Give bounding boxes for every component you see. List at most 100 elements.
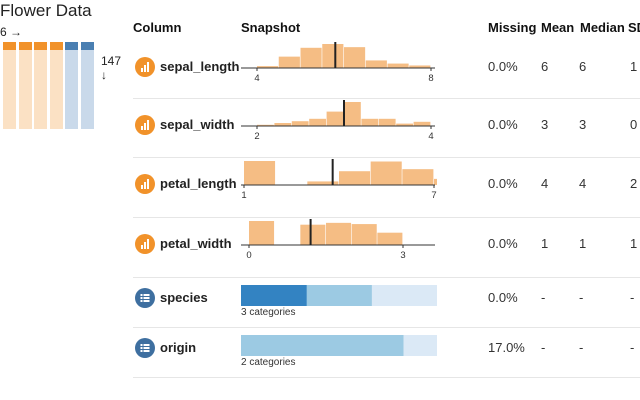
row-count-block: 147 ↓ — [101, 54, 121, 82]
histogram-bar — [396, 123, 413, 126]
histogram-bar — [351, 224, 377, 245]
header-median[interactable]: Median — [580, 20, 625, 35]
header-missing[interactable]: Missing — [488, 20, 537, 35]
histogram-bar — [257, 124, 274, 126]
category-snapshot — [241, 285, 439, 312]
histogram-bar — [402, 169, 434, 185]
variable-missing: 17.0% — [488, 340, 525, 355]
histogram-bar — [409, 65, 431, 68]
variable-row[interactable]: origin 17.0% - - - 2 categories — [133, 327, 640, 378]
header-sd[interactable]: SD — [628, 20, 640, 35]
numeric-type-icon — [135, 174, 155, 194]
variable-median: 1 — [579, 236, 587, 251]
variable-sd: - — [630, 290, 635, 305]
variable-mean: 4 — [541, 176, 549, 191]
axis-tick-label: 2 — [254, 131, 259, 142]
bar-chart-icon — [141, 62, 149, 72]
histogram-bar — [278, 56, 300, 68]
variable-sd: 1 — [630, 59, 638, 74]
column-type-cap — [18, 42, 32, 50]
axis-tick-label: 4 — [254, 73, 259, 84]
axis-tick-label: 3 — [400, 250, 405, 261]
histogram-bar — [322, 44, 344, 68]
histogram-bar — [326, 222, 352, 245]
variable-row[interactable]: petal_length 0.0% 4 4 2 1 7 — [133, 157, 640, 218]
histogram-bar — [326, 111, 344, 126]
column-type-bar — [49, 42, 63, 129]
variable-missing: 0.0% — [488, 236, 518, 251]
category-bar — [241, 335, 437, 356]
histogram-bar — [413, 121, 431, 126]
column-type-bar — [34, 42, 47, 129]
column-type-cap — [80, 42, 94, 50]
variable-missing: 0.0% — [488, 176, 518, 191]
histogram-bar — [434, 178, 466, 185]
histogram-bar — [291, 121, 309, 126]
histogram-bar — [274, 123, 292, 126]
category-count-label: 3 categories — [241, 307, 296, 318]
header-snapshot[interactable]: Snapshot — [241, 20, 301, 35]
category-segment — [241, 335, 404, 356]
dataset-title: Flower Data — [0, 1, 92, 20]
column-type-bar — [65, 42, 78, 129]
histogram-bar — [370, 161, 402, 185]
numeric-type-icon — [135, 115, 155, 135]
histogram-bar — [307, 181, 339, 185]
variable-mean: 1 — [541, 236, 549, 251]
categorical-type-icon — [135, 288, 155, 308]
variable-row[interactable]: petal_width 0.0% 1 1 1 0 3 — [133, 217, 640, 278]
category-segment — [241, 285, 307, 306]
axis-tick-label: 8 — [428, 73, 433, 84]
variable-row[interactable]: sepal_width 0.0% 3 3 0 2 4 — [133, 98, 640, 158]
axis-tick-label: 4 — [428, 131, 433, 142]
axis-tick-label: 1 — [241, 190, 246, 201]
column-type-bar — [18, 42, 32, 129]
histogram-bar — [309, 118, 326, 126]
variable-mean: - — [541, 340, 546, 355]
category-snapshot — [241, 335, 439, 362]
variable-sd: 0 — [630, 117, 638, 132]
column-type-cap — [49, 42, 63, 50]
variable-name: petal_width — [160, 236, 232, 251]
category-bar — [241, 285, 437, 306]
header-column[interactable]: Column — [133, 20, 182, 35]
category-segment — [371, 285, 437, 306]
histogram-bar — [387, 63, 409, 68]
variable-row[interactable]: species 0.0% - - - 3 categories — [133, 277, 640, 328]
column-count: 6 → — [0, 25, 23, 39]
variable-name: petal_length — [160, 176, 237, 191]
axis-tick-label: 0 — [246, 250, 251, 261]
axis-tick-label: 7 — [431, 190, 436, 201]
histogram-bar — [249, 221, 275, 245]
variable-median: - — [579, 290, 584, 305]
variable-median: 4 — [579, 176, 587, 191]
column-type-bar — [80, 42, 94, 129]
histogram-bar — [244, 161, 276, 185]
variable-median: - — [579, 340, 584, 355]
histogram-bar — [361, 118, 379, 126]
numeric-type-icon — [135, 57, 155, 77]
column-type-cap — [34, 42, 47, 50]
bar-chart-icon — [141, 179, 149, 189]
numeric-type-icon — [135, 234, 155, 254]
category-segment — [306, 285, 372, 306]
variable-name: species — [160, 290, 208, 305]
category-count-label: 2 categories — [241, 357, 296, 368]
column-type-cap — [65, 42, 78, 50]
header-mean[interactable]: Mean — [541, 20, 575, 35]
histogram-bar — [300, 224, 326, 245]
variable-name: origin — [160, 340, 197, 355]
column-type-cap — [3, 42, 16, 50]
variable-row[interactable]: sepal_length 0.0% 6 6 1 4 8 — [133, 40, 640, 99]
variable-median: 6 — [579, 59, 587, 74]
histogram-bar — [344, 102, 361, 126]
row-count: 147 — [101, 54, 122, 68]
variable-sd: - — [630, 340, 635, 355]
variable-name: sepal_width — [160, 117, 235, 132]
list-icon — [140, 344, 150, 352]
